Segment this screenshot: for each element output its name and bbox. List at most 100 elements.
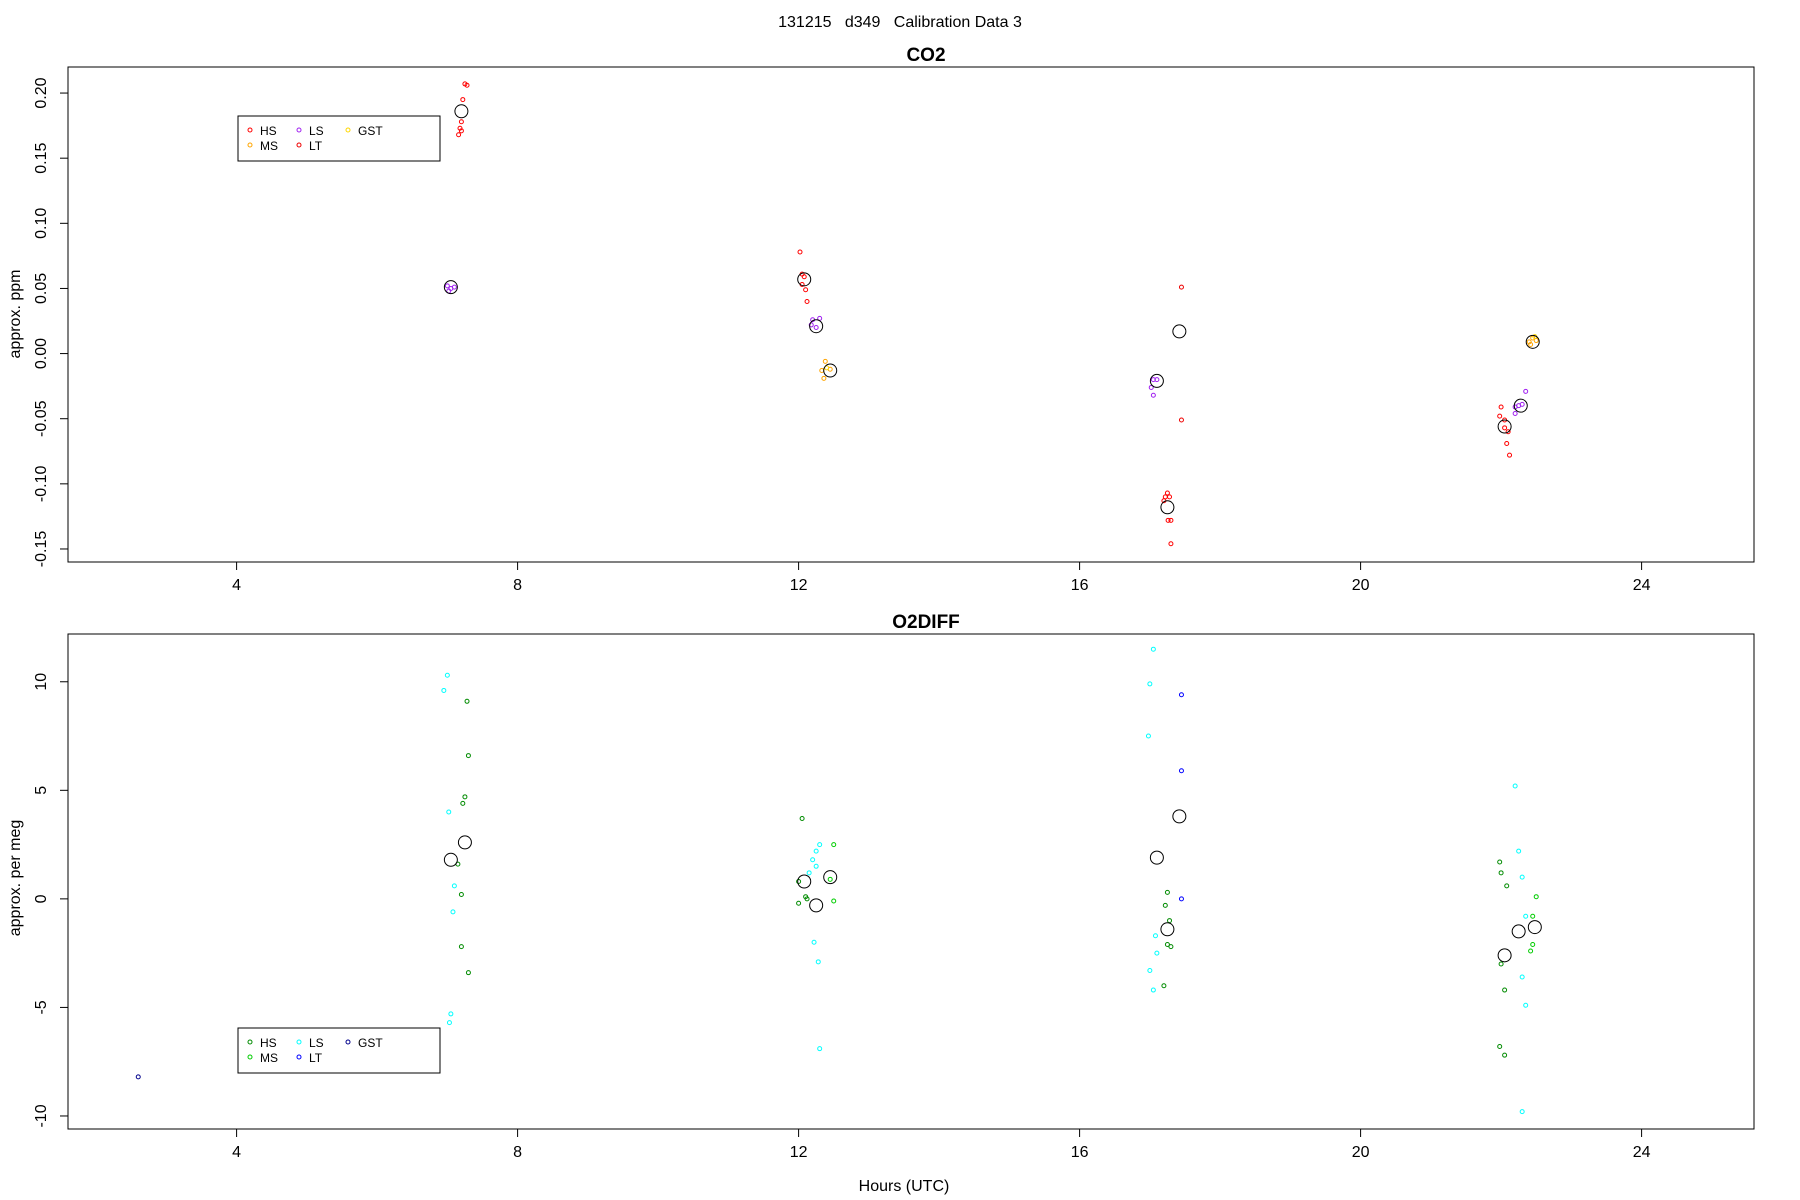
o2diff-data-points [135,646,1542,1115]
o2diff-point-hs [1497,859,1503,865]
co2-point-hs [1165,517,1171,523]
co2-panel-title: CO2 [906,45,945,66]
o2diff-point-hs [1164,941,1170,947]
co2-point-ls [1148,384,1154,390]
o2diff-y-tick-label: -5 [33,1000,50,1014]
o2diff-point-hs [1164,889,1170,895]
co2-point-ls [808,322,814,328]
o2diff-panel-title: O2DIFF [892,612,960,633]
o2diff-point-ls [1512,783,1518,789]
o2diff-y-tick-label: -10 [33,1104,50,1127]
o2diff-point-hs [464,698,470,704]
co2-point-hs [797,249,803,255]
o2diff-x-axis: 4 8 12 16 20 24 [232,1128,1651,1161]
o2diff-point-ls [1154,950,1160,956]
co2-point-ls [451,284,457,290]
co2-legend-label-ms: MS [260,139,278,153]
o2diff-point-hs [796,900,802,906]
co2-point-ls [1512,411,1518,416]
co2-point-hs [458,128,464,134]
o2diff-point-ms [831,898,837,904]
o2diff-point-ls [1147,968,1153,974]
o2diff-point-ls [1516,848,1522,854]
o2diff-point-hs [1162,902,1168,908]
o2diff-point-ls [1519,974,1525,980]
o2diff-legend-label-ls: LS [309,1036,324,1050]
co2-point-hs [803,287,809,293]
o2diff-y-axis-label: approx. per meg [7,820,24,937]
co2-point-hs [464,82,470,88]
o2diff-legend-label-gst: GST [358,1036,383,1050]
o2diff-legend-marker-gst [345,1039,351,1045]
o2diff-y-axis: -10 -5 0 5 10 [33,673,69,1128]
o2diff-point-ms [1530,913,1536,919]
co2-mean-marker [809,319,824,334]
o2diff-point-ls [451,883,457,889]
co2-point-hs [1502,425,1508,431]
o2diff-point-hs [1504,883,1510,889]
co2-point-hs [1167,494,1173,500]
o2diff-x-tick-label: 8 [513,1144,522,1161]
o2diff-point-ls [1147,681,1153,687]
co2-point-lt [1178,284,1184,290]
o2diff-point-ms [1528,948,1534,954]
o2diff-mean-marker [1172,809,1187,824]
co2-legend-marker-hs [247,127,253,133]
co2-mean-marker [1513,398,1528,413]
o2diff-point-ms [827,876,833,882]
o2diff-point-ms [831,842,837,848]
co2-point-hs [456,132,462,138]
co2-x-tick-label: 4 [232,577,241,594]
o2diff-legend-marker-hs [247,1039,253,1045]
co2-point-hs [1164,490,1170,496]
co2-point-ls [444,283,450,289]
co2-mean-marker [1149,373,1164,388]
o2diff-point-ls [806,870,812,876]
o2diff-point-ls [817,1046,823,1052]
o2diff-legend-label-hs: HS [260,1036,277,1050]
o2diff-mean-marker [823,870,838,885]
co2-data-points [443,81,1540,547]
o2diff-point-ms [1533,894,1539,900]
co2-point-hs [1498,404,1504,410]
co2-point-lt [1178,417,1184,423]
o2diff-point-ms [1530,941,1536,947]
co2-legend-marker-ls [296,127,302,133]
co2-x-tick-label: 20 [1352,577,1370,594]
co2-legend-label-lt: LT [309,139,323,153]
o2diff-point-ls [446,1020,452,1026]
o2diff-legend-box [237,1027,441,1074]
co2-point-hs [1497,413,1503,419]
co2-mean-marker [1525,334,1540,349]
o2diff-legend-label-ms: MS [260,1051,278,1065]
o2diff-point-ls [1150,987,1156,993]
o2diff-point-hs [1498,870,1504,876]
co2-y-tick-label: -0.05 [33,400,50,437]
co2-y-tick-label: 0.05 [33,273,50,304]
co2-point-hs [1504,440,1510,446]
o2diff-point-ls [817,842,823,848]
o2diff-x-tick-label: 4 [232,1144,241,1161]
o2diff-point-hs [465,970,471,976]
o2diff-y-tick-label: 10 [33,673,50,691]
o2diff-point-ls [1519,1109,1525,1115]
co2-point-ls [1154,377,1160,383]
co2-x-tick-label: 24 [1633,577,1651,594]
co2-point-hs [1507,452,1513,458]
o2diff-point-ls [1152,933,1158,939]
co2-y-axis-label: approx. ppm [7,270,24,359]
co2-legend-label-gst: GST [358,124,383,138]
o2diff-x-tick-label: 16 [1071,1144,1089,1161]
o2diff-mean-marker [797,874,812,889]
o2diff-point-hs [465,753,471,759]
co2-legend-label-ls: LS [309,124,324,138]
co2-point-ms [822,358,828,364]
o2diff-point-hs [796,879,802,884]
co2-mean-marker [454,104,469,119]
o2diff-point-ls [448,1011,454,1017]
co2-mean-marker [1160,500,1175,515]
o2diff-point-hs [1168,944,1174,950]
co2-x-tick-label: 12 [790,577,808,594]
o2diff-point-gst [135,1074,141,1080]
